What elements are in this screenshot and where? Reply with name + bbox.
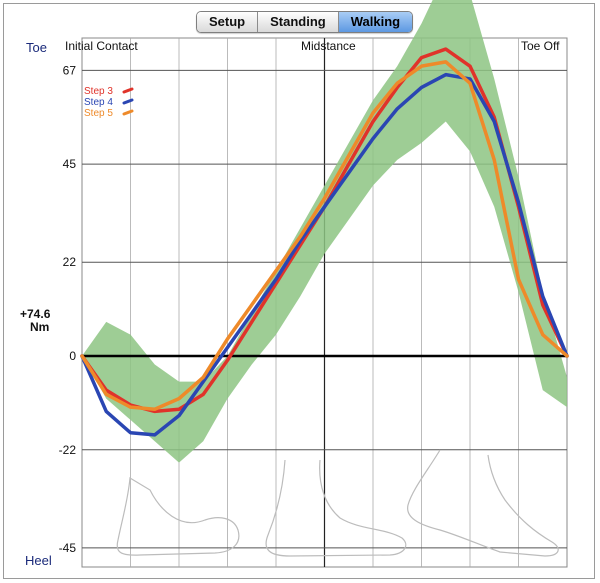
- legend-label-step-4: Step 4: [84, 97, 113, 108]
- legend-swatch: [122, 98, 134, 105]
- foot-toe-off: [407, 449, 559, 557]
- y-tick-label: 45: [63, 157, 77, 171]
- phase-toe-off: Toe Off: [521, 39, 560, 53]
- y-tick-label: 22: [63, 255, 77, 269]
- foot-initial-contact: [116, 476, 240, 556]
- scale-unit: Nm: [30, 320, 50, 334]
- phase-midstance: Midstance: [301, 39, 356, 53]
- tab-walking[interactable]: Walking: [338, 12, 413, 32]
- normal-range-band: [82, 0, 567, 463]
- foot-midstance: [265, 459, 407, 557]
- y-tick-label: 67: [63, 63, 77, 77]
- view-tabs: Setup Standing Walking: [196, 11, 414, 33]
- legend-label-step-3: Step 3: [84, 86, 113, 97]
- legend-label-step-5: Step 5: [84, 108, 113, 119]
- series-line-step-4: [80, 72, 569, 437]
- y-tick-label: -45: [59, 541, 77, 555]
- scale-value: +74.6: [20, 307, 51, 321]
- legend-swatch: [122, 109, 134, 116]
- tab-standing[interactable]: Standing: [258, 12, 339, 32]
- y-tick-labels: 67 45 22 0 -22 -45: [59, 63, 77, 554]
- toe-label: Toe: [26, 40, 47, 55]
- y-tick-label: 0: [69, 349, 76, 363]
- series-line-step-5: [80, 60, 569, 412]
- tab-setup[interactable]: Setup: [197, 12, 259, 32]
- phase-initial-contact: Initial Contact: [65, 39, 138, 53]
- normal-range-area: [82, 0, 567, 463]
- y-tick-label: -22: [59, 443, 77, 457]
- heel-label: Heel: [25, 553, 52, 568]
- foot-illustrations: [116, 449, 559, 557]
- series-lines: [80, 47, 569, 437]
- legend-swatch: [122, 87, 134, 94]
